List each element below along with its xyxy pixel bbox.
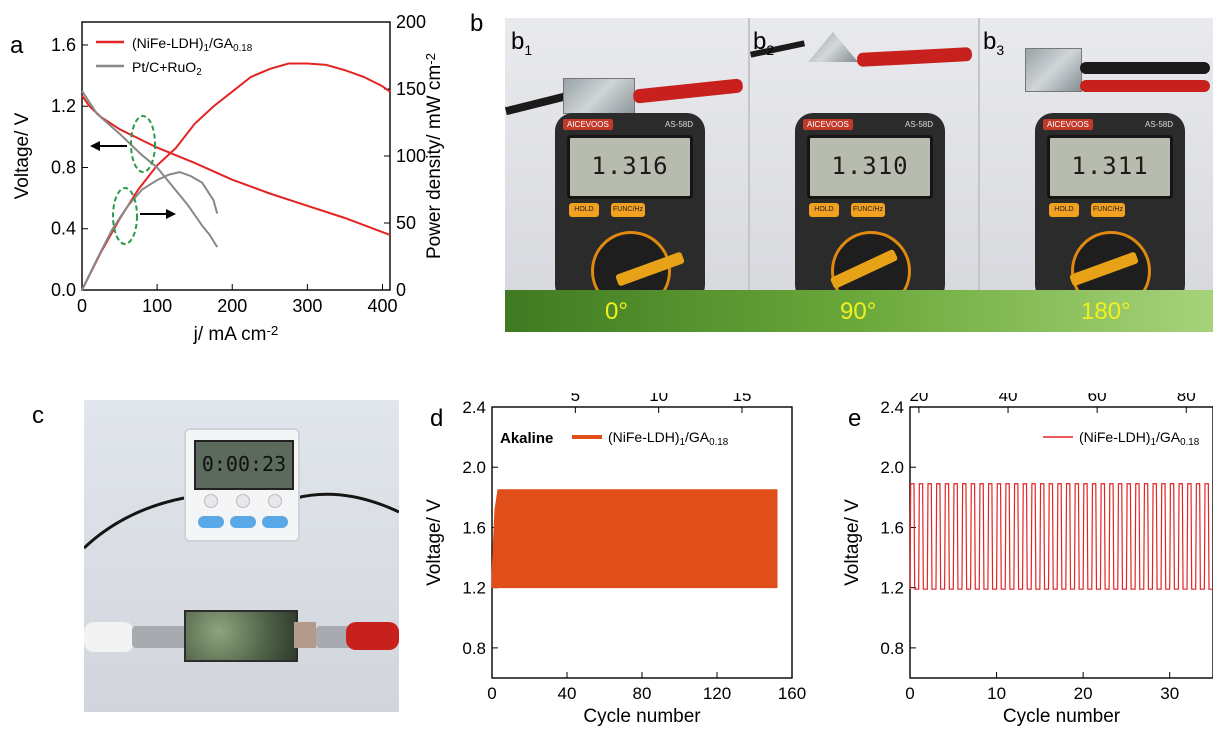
y-tick-label-d: 2.4 [462,398,486,417]
photo-b1-label: b1 [511,28,533,58]
y-right-tick-label-a: 200 [396,12,426,32]
y-tick-label-e: 1.2 [880,579,904,598]
x-tick-label-e: 20 [1074,684,1093,703]
x-tick-label-a: 200 [217,296,247,316]
legend-label-e: (NiFe-LDH)1/GA0.18 [1079,429,1200,448]
chart-a: 0 100 200 300 400 0.0 0.4 0.8 1.2 1.6 0 50 100 150 200… [12,12,445,345]
x-tick-label-d: 0 [487,684,496,703]
multimeter: AICEVOOS AS-58D 1.310 HOLD FUNC/Hz [795,113,945,311]
wire [84,492,399,550]
y-tick-label-e: 2.0 [880,458,904,477]
panel-label-b: b [470,10,484,37]
electrode-sample [563,78,635,114]
top-tick-label-e: 20 [909,393,928,405]
y-right-axis-label-a: Power density/ mW cm-2 [423,53,445,259]
meter-reading: 1.310 [831,152,909,180]
y-tick-label-e: 0.8 [880,639,904,658]
x-tick-label-e: 0 [905,684,914,703]
y-tick-label-d: 0.8 [462,639,486,658]
panel-label-d: d [430,405,444,432]
x-tick-label-e: 30 [1160,684,1179,703]
y-tick-label-e: 2.4 [880,398,904,417]
top-tick-label-e: 60 [1088,393,1107,405]
photo-c: 0:00:23 [84,400,399,712]
legend-label-a: (NiFe-LDH)1/GA0.18 [132,35,253,54]
y-left-axis-label-a: Voltage/ V [12,112,33,199]
y-tick-label-d: 1.6 [462,518,486,537]
panel-label-e: e [848,405,862,432]
photo-b: AICEVOOS AS-58D 1.316 HOLD FUNC/Hz AICEV… [505,18,1213,332]
y-tick-label-d: 1.2 [462,579,486,598]
x-tick-label-a: 100 [142,296,172,316]
x-tick-label-e: 10 [987,684,1006,703]
x-tick-label-a: 400 [367,296,397,316]
photo-b3-label: b3 [983,28,1005,58]
y-left-tick-label-a: 1.2 [51,96,76,116]
top-tick-label-d: 10 [649,393,668,405]
x-tick-label-d: 80 [633,684,652,703]
x-tick-label-a: 300 [292,296,322,316]
x-tick-label-a: 0 [77,296,87,316]
annotation-d: Akaline [500,430,553,447]
top-tick-label-e: 80 [1177,393,1196,405]
y-tick-label-e: 1.6 [880,518,904,537]
x-axis-label-d: Cycle number [583,706,701,727]
x-tick-label-d: 40 [558,684,577,703]
y-axis-label-d: Voltage/ V [424,499,445,586]
series-band-d [491,489,778,589]
y-left-tick-label-a: 1.6 [51,35,76,55]
x-axis-label-a: j/ mA cm-2 [193,323,279,345]
y-right-tick-label-a: 100 [396,146,426,166]
annotation-ellipse [130,115,156,173]
x-tick-label-d: 120 [703,684,731,703]
legend-label-d: (NiFe-LDH)1/GA0.18 [608,429,729,448]
top-tick-label-d: 15 [733,393,752,405]
annotation-ellipse [112,187,138,245]
timer: 0:00:23 [184,428,300,542]
photo-b2-label: b2 [753,28,775,58]
y-axis-label-e: Voltage/ V [842,499,863,586]
top-tick-label-d: 5 [571,393,580,405]
meter-reading: 1.311 [1071,152,1149,180]
x-tick-label-d: 160 [778,684,806,703]
series-line-a-3 [81,171,219,291]
panel-label-a: a [10,32,24,59]
series-line-a-0 [81,94,391,236]
timer-reading: 0:00:23 [201,452,287,476]
series-line-e [909,483,1213,590]
panel-label-c: c [32,402,44,429]
angle-band [505,290,1213,332]
y-right-tick-label-a: 150 [396,79,426,99]
y-left-tick-label-a: 0.8 [51,157,76,177]
y-right-tick-label-a: 0 [396,280,406,300]
annotation-arrowhead [90,141,100,151]
y-right-tick-label-a: 50 [396,213,416,233]
legend-label-a: Pt/C+RuO2 [132,59,202,78]
y-tick-label-d: 2.0 [462,458,486,477]
y-left-tick-label-a: 0.0 [51,280,76,300]
plot-frame-a [81,21,391,291]
battery-device [184,610,298,662]
annotation-arrowhead [166,209,176,219]
electrode-sample [1025,48,1082,92]
multimeter: AICEVOOS AS-58D 1.311 HOLD FUNC/Hz [1035,113,1185,311]
series-line-a-1 [81,62,391,291]
multimeter: AICEVOOS AS-58D 1.316 HOLD FUNC/Hz [555,113,705,311]
angle-label-0: 0° [605,298,628,325]
angle-label-90: 90° [840,298,877,325]
top-tick-label-e: 40 [999,393,1018,405]
angle-label-180: 180° [1081,298,1131,325]
x-axis-label-e: Cycle number [1003,706,1121,727]
meter-reading: 1.316 [591,152,669,180]
y-left-tick-label-a: 0.4 [51,219,76,239]
